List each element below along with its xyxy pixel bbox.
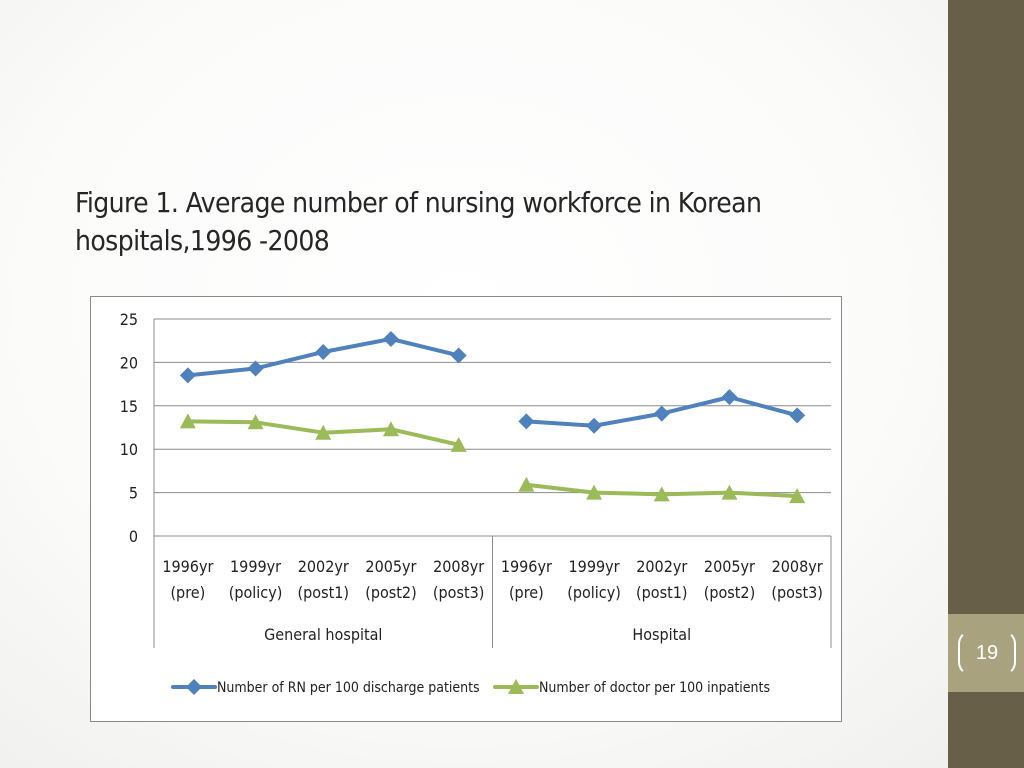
x-tick-label: (post1) (298, 583, 349, 602)
data-point (721, 389, 738, 406)
x-tick-label: 1999yr (569, 557, 620, 576)
data-point (450, 347, 467, 364)
x-tick-label: (post1) (636, 583, 687, 602)
slide-title: Figure 1. Average number of nursing work… (75, 186, 762, 257)
data-point (653, 405, 670, 422)
data-point (179, 413, 196, 429)
data-point (382, 421, 399, 437)
x-tick-label: 2005yr (704, 557, 755, 576)
data-point (586, 417, 603, 434)
y-tick-label: 25 (120, 310, 138, 329)
data-point (789, 488, 806, 504)
x-tick-label: 2002yr (298, 557, 349, 576)
x-tick-label: 2008yr (772, 557, 823, 576)
legend-marker (508, 679, 524, 694)
x-tick-label: (policy) (567, 583, 621, 602)
y-tick-label: 0 (129, 527, 138, 546)
data-point (315, 343, 332, 360)
x-tick-label: (pre) (170, 583, 205, 602)
legend-label: Number of doctor per 100 inpatients (539, 680, 770, 696)
legend-label: Number of RN per 100 discharge patients (217, 680, 480, 696)
x-tick-label: 2005yr (365, 557, 416, 576)
x-tick-label: 1996yr (501, 557, 552, 576)
x-tick-label: 2002yr (636, 557, 687, 576)
line-chart: 0 5 10 15 20 25 1996yr (pre) 1999yr (policy) 2002y… (120, 310, 832, 696)
x-tick-label: 2008yr (433, 557, 484, 576)
data-point (247, 414, 264, 430)
page-number-frame (958, 630, 1016, 676)
x-tick-label: 1999yr (230, 557, 281, 576)
legend-marker (186, 679, 202, 695)
data-point (247, 360, 264, 377)
x-tick-label: 1996yr (162, 557, 213, 576)
data-point (721, 484, 738, 500)
x-tick-label: (post2) (704, 583, 755, 602)
data-point (789, 407, 806, 424)
data-point (450, 436, 467, 452)
page-number: 19 (975, 642, 999, 664)
data-point (382, 330, 399, 347)
x-tick-label: (post2) (365, 583, 416, 602)
chart-frame: 0 5 10 15 20 25 1996yr (pre) 1999yr (policy) 2002y… (90, 296, 842, 722)
page-number-tab (948, 614, 1024, 692)
data-point (586, 484, 603, 500)
group-label: General hospital (264, 625, 382, 644)
x-tick-label: (pre) (509, 583, 544, 602)
data-point (518, 413, 535, 430)
y-tick-label: 15 (120, 397, 138, 416)
data-point (653, 486, 670, 502)
data-point (179, 367, 196, 384)
x-tick-label: (post3) (433, 583, 484, 602)
data-point (315, 424, 332, 440)
group-label: Hospital (632, 625, 691, 644)
y-tick-label: 10 (120, 440, 138, 459)
x-tick-label: (policy) (229, 583, 283, 602)
x-tick-label: (post3) (771, 583, 822, 602)
y-tick-label: 5 (129, 484, 138, 503)
data-point (518, 476, 535, 492)
y-tick-label: 20 (120, 353, 138, 372)
